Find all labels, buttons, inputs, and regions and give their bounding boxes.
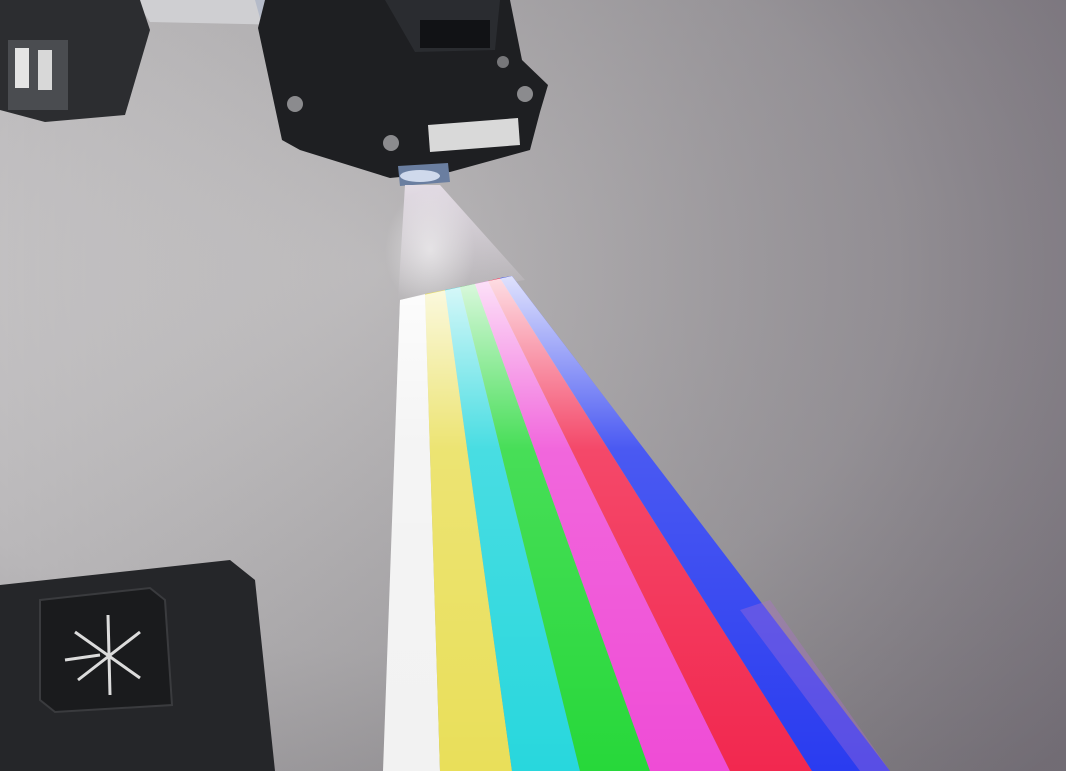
light-glow bbox=[385, 190, 475, 310]
screw bbox=[517, 86, 533, 102]
device-part bbox=[38, 50, 52, 90]
connector bbox=[420, 20, 490, 48]
device-part bbox=[15, 48, 29, 88]
color-bars bbox=[383, 276, 890, 771]
bar-fringe bbox=[740, 600, 890, 771]
key-logo bbox=[64, 614, 141, 696]
screw bbox=[383, 135, 399, 151]
bar-washout bbox=[383, 276, 890, 771]
keyboard-key bbox=[39, 586, 174, 714]
label-sticker bbox=[428, 118, 520, 152]
screw bbox=[287, 96, 303, 112]
screw bbox=[497, 56, 509, 68]
lens-glint bbox=[400, 170, 440, 182]
